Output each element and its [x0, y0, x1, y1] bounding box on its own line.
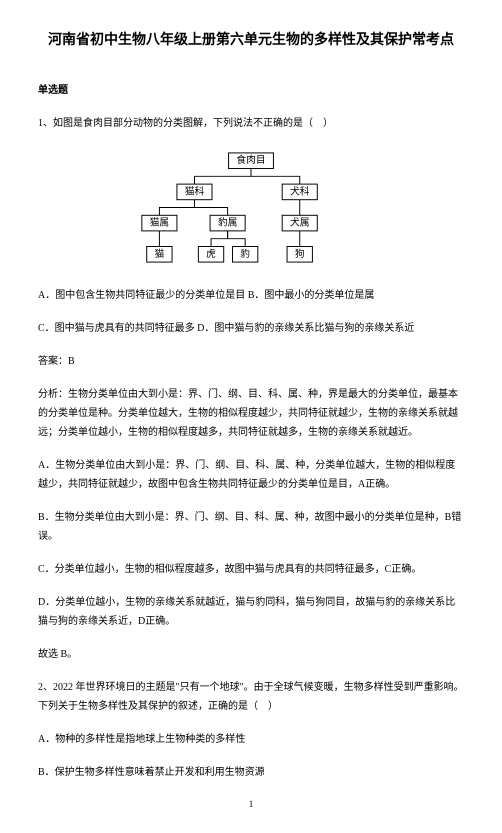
q2-option-b: B．保护生物多样性意味着禁止开发和利用生物资源 [38, 763, 464, 782]
svg-text:豹属: 豹属 [218, 215, 237, 228]
q1-conclusion: 故选 B。 [38, 645, 464, 664]
section-heading: 单选题 [38, 81, 464, 100]
q1-answer: 答案：B [38, 352, 464, 371]
q1-expl-c: C．分类单位越小，生物的相似程度越多，故图中猫与虎具有的共同特征最多，C正确。 [38, 560, 464, 579]
q2-option-a: A．物种的多样性是指地球上生物种类的多样性 [38, 730, 464, 749]
q1-expl-b: B．生物分类单位由大到小是：界、门、纲、目、科、属、种，故图中最小的分类单位是种… [38, 508, 464, 546]
q1-expl-d: D．分类单位越小，生物的亲缘关系就越近，猫与豹同科，猫与狗同目，故猫与豹的亲缘关… [38, 593, 464, 631]
svg-text:犬科: 犬科 [290, 184, 310, 197]
svg-text:食肉目: 食肉目 [236, 153, 265, 166]
svg-text:猫属: 猫属 [150, 215, 169, 228]
page-number: 1 [38, 796, 464, 813]
svg-text:狗: 狗 [295, 246, 305, 259]
svg-text:豹: 豹 [240, 246, 250, 259]
q1-intro: 1、如图是食肉目部分动物的分类图解，下列说法不正确的是（ ） [38, 114, 464, 133]
svg-text:猫: 猫 [155, 246, 165, 259]
doc-title: 河南省初中生物八年级上册第六单元生物的多样性及其保护常考点 [38, 28, 464, 55]
svg-text:虎: 虎 [206, 247, 216, 259]
q1-analysis: 分析：生物分类单位由大到小是：界、门、纲、目、科、属、种，界是最大的分类单位，最… [38, 385, 464, 442]
svg-text:猫科: 猫科 [185, 184, 205, 197]
taxonomy-diagram: 食肉目猫科 犬科猫属 豹属 犬属猫 虎 豹 狗 [136, 147, 366, 268]
q1-expl-a: A．生物分类单位由大到小是：界、门、纲、目、科、属、种，分类单位越大，生物的相似… [38, 456, 464, 494]
q1-option-c-d: C．图中猫与虎具有的共同特征最多 D．图中猫与豹的亲缘关系比猫与狗的亲缘关系近 [38, 319, 464, 338]
q2-intro: 2、2022 年世界环境日的主题是"只有一个地球"。由于全球气候变暖，生物多样性… [38, 678, 464, 716]
svg-text:犬属: 犬属 [290, 215, 309, 228]
q1-option-a-b: A．图中包含生物共同特征最少的分类单位是目 B．图中最小的分类单位是属 [38, 286, 464, 305]
